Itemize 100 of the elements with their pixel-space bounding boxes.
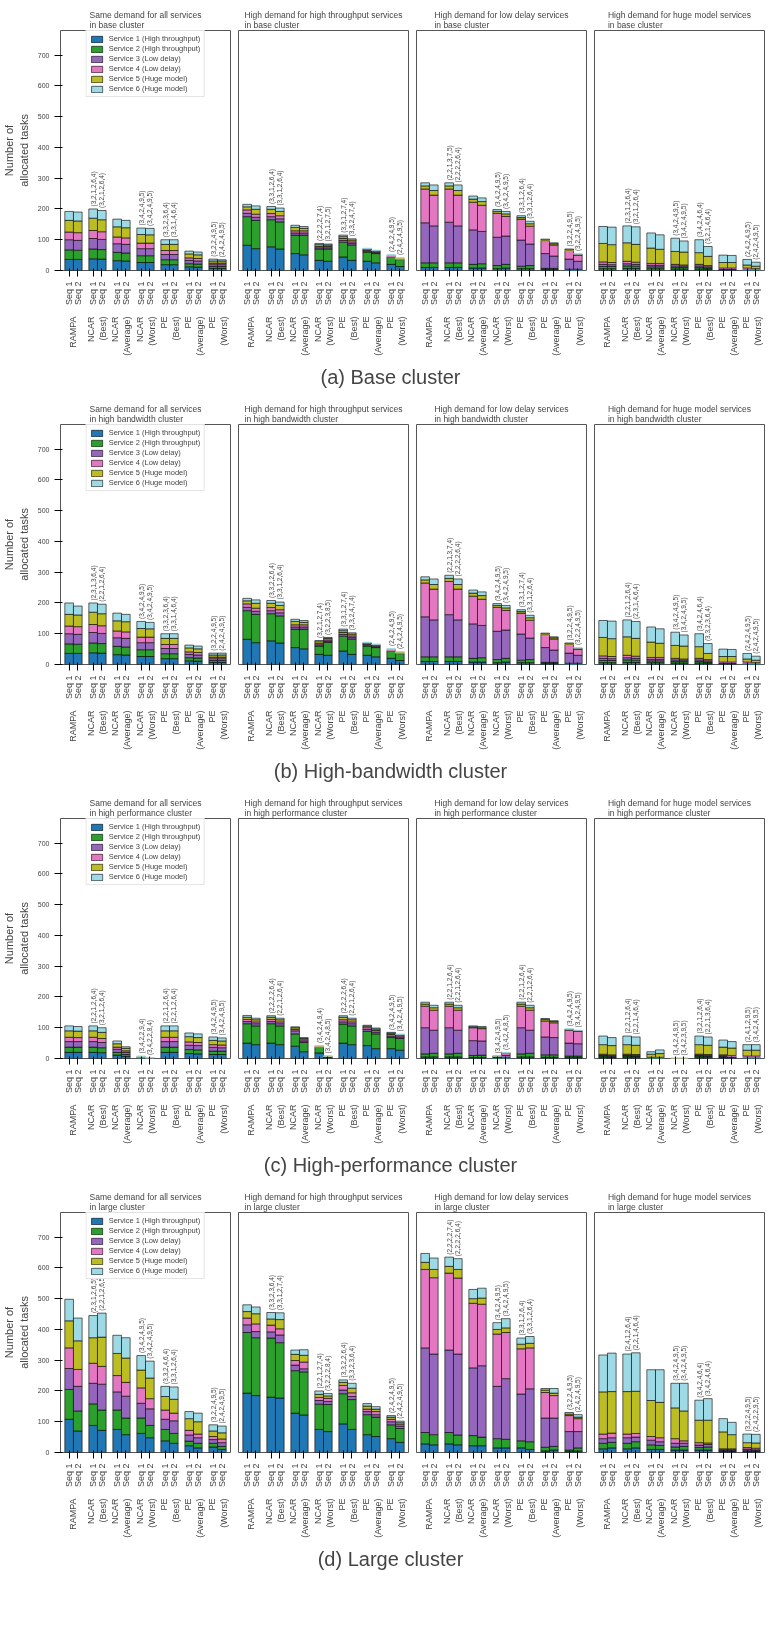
x-tick-label: Seq 1: [184, 1069, 195, 1094]
x-tick-label: Seq 1: [64, 281, 75, 306]
text: NCAR (Best): [264, 316, 287, 342]
x-tick-label: Seq 1: [646, 1463, 657, 1488]
x-tick-label: Seq 1: [386, 1069, 397, 1094]
chart-title: High demand for high throughput services in high bandwidth cluster: [244, 403, 403, 424]
x-tick-label: Seq 1: [290, 675, 301, 700]
x-tick-label: Seq 1: [64, 675, 75, 700]
text: PE (Best): [158, 710, 181, 735]
x-tick-label: Seq 1: [516, 281, 527, 306]
text: PE (Average): [360, 710, 383, 750]
text: RAMPA: [246, 710, 257, 742]
x-tick-label: Seq 1: [444, 281, 455, 306]
text: RAMPA: [68, 1498, 79, 1530]
text: RAMPA: [424, 316, 435, 348]
text: RAMPA: [68, 710, 79, 742]
text: NCAR (Best): [86, 1104, 109, 1130]
text: PE (Average): [716, 316, 739, 356]
chart-title: High demand for huge model services in high performance cluster: [607, 797, 752, 818]
x-tick-label: Seq 1: [314, 1069, 325, 1094]
x-tick-label: Seq 1: [694, 675, 705, 700]
text: NCAR (Average): [644, 1498, 667, 1538]
text: PE (Best): [336, 316, 359, 341]
x-tick-label: Seq 1: [516, 1069, 527, 1094]
x-tick-label: Seq 1: [314, 675, 325, 700]
text: NCAR (Worst): [134, 1498, 157, 1528]
text: PE (Average): [182, 1104, 205, 1144]
text: NCAR (Best): [620, 710, 643, 736]
x-tick-label: Seq 1: [136, 1463, 147, 1488]
x-tick-label: Seq 1: [160, 675, 171, 700]
text: PE (Best): [514, 710, 537, 735]
x-tick-label: Seq 1: [718, 281, 729, 306]
x-tick-label: Seq 1: [420, 1069, 431, 1094]
text: NCAR (Best): [442, 1104, 465, 1130]
text: PE (Average): [538, 1104, 561, 1144]
chart-title: High demand for low delay services in base cluster: [434, 9, 569, 30]
text: NCAR (Worst): [134, 316, 157, 346]
text: PE (Worst): [562, 710, 585, 740]
x-tick-label: Seq 1: [598, 675, 609, 700]
text: NCAR (Worst): [312, 316, 335, 346]
chart-title: High demand for low delay services in high performance cluster: [434, 797, 569, 818]
x-tick-label: Seq 1: [420, 1463, 431, 1488]
x-tick-label: Seq 1: [492, 1069, 503, 1094]
text: NCAR (Best): [442, 316, 465, 342]
text: NCAR (Average): [110, 1104, 133, 1144]
text: NCAR (Worst): [668, 710, 691, 740]
x-tick-label: Seq 1: [362, 281, 373, 306]
text: PE (Worst): [740, 316, 763, 346]
text: PE (Best): [514, 1104, 537, 1129]
x-tick-label: Seq 1: [598, 1069, 609, 1094]
x-tick-label: Seq 1: [64, 1069, 75, 1094]
text: NCAR (Worst): [134, 1104, 157, 1134]
x-tick-label: Seq 1: [492, 281, 503, 306]
text: NCAR (Average): [110, 1498, 133, 1538]
x-tick-label: Seq 1: [112, 1069, 123, 1094]
text: PE (Average): [360, 316, 383, 356]
x-tick-label: Seq 1: [646, 281, 657, 306]
text: NCAR (Average): [644, 316, 667, 356]
text: NCAR (Best): [264, 1104, 287, 1130]
x-tick-label: Seq 1: [208, 281, 219, 306]
text: NCAR (Average): [110, 710, 133, 750]
text: PE (Best): [692, 1498, 715, 1523]
x-tick-label: Seq 1: [208, 675, 219, 700]
text: RAMPA: [424, 1498, 435, 1530]
x-tick-label: Seq 1: [88, 1069, 99, 1094]
text: PE (Average): [182, 1498, 205, 1538]
y-axis-title: Number of allocated tasks: [3, 113, 30, 187]
text: PE (Worst): [384, 1104, 407, 1134]
text: RAMPA: [424, 1104, 435, 1136]
chart-title: High demand for huge model services in high bandwidth cluster: [607, 403, 752, 424]
x-tick-label: Seq 1: [362, 675, 373, 700]
x-tick-label: Seq 1: [742, 1463, 753, 1488]
text: PE (Best): [692, 316, 715, 341]
x-tick-label: Seq 1: [468, 1069, 479, 1094]
x-tick-label: Seq 1: [88, 1463, 99, 1488]
text: PE (Average): [538, 316, 561, 356]
text: (d) Large cluster: [317, 1547, 464, 1570]
text: PE (Worst): [206, 710, 229, 740]
x-tick-label: Seq 1: [516, 1463, 527, 1488]
chart-title: High demand for low delay services in high bandwidth cluster: [434, 403, 569, 424]
x-tick-label: Seq 1: [670, 1463, 681, 1488]
x-tick-label: Seq 1: [314, 281, 325, 306]
text: NCAR (Average): [288, 316, 311, 356]
text: NCAR (Worst): [312, 1498, 335, 1528]
y-axis-title: Number of allocated tasks: [3, 1295, 30, 1369]
text: RAMPA: [602, 1104, 613, 1136]
y-axis-title: Number of allocated tasks: [3, 901, 30, 975]
text: RAMPA: [246, 1498, 257, 1530]
x-tick-label: Seq 1: [694, 1069, 705, 1094]
text: (a) Base cluster: [320, 365, 461, 388]
x-tick-label: Seq 1: [646, 675, 657, 700]
x-tick-label: Seq 1: [266, 281, 277, 306]
text: NCAR (Average): [466, 1498, 489, 1538]
text: NCAR (Worst): [312, 710, 335, 740]
text: NCAR (Best): [620, 1498, 643, 1524]
x-tick-label: Seq 1: [468, 1463, 479, 1488]
x-tick-label: Seq 1: [266, 1463, 277, 1488]
text: NCAR (Worst): [490, 1498, 513, 1528]
text: NCAR (Average): [466, 316, 489, 356]
x-tick-label: Seq 1: [468, 281, 479, 306]
